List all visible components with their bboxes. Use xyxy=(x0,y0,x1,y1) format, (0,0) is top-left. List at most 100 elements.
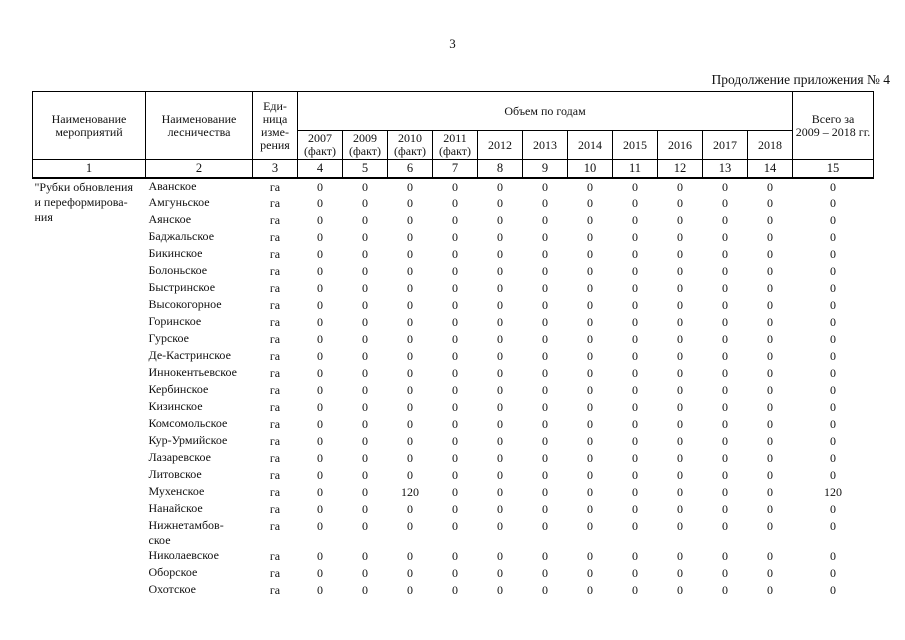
forestry-name: Быстринское xyxy=(148,279,216,294)
value-cell: 0 xyxy=(587,212,593,227)
value-cell: 0 xyxy=(317,246,323,261)
value-cell: 0 xyxy=(317,314,323,329)
appendix-caption: Продолжение приложения № 4 xyxy=(711,72,890,87)
value-cell: 0 xyxy=(677,416,683,431)
value-cell: 0 xyxy=(587,382,593,397)
value-cell: 0 xyxy=(677,331,683,346)
value-cell: 0 xyxy=(542,195,548,210)
value-cell: 0 xyxy=(407,348,413,363)
table-row: Охотское га 0 0 0 0 0 0 0 0 0 0 0 0 xyxy=(33,582,874,599)
value-cell: 0 xyxy=(317,331,323,346)
value-cell: 0 xyxy=(362,280,368,295)
value-cell: 0 xyxy=(677,433,683,448)
value-cell: 0 xyxy=(452,280,458,295)
value-cell: 0 xyxy=(452,314,458,329)
value-cell: 0 xyxy=(407,212,413,227)
value-cell: 0 xyxy=(722,501,728,516)
value-cell: 0 xyxy=(497,263,503,278)
value-cell: 0 xyxy=(452,331,458,346)
value-cell: 0 xyxy=(632,382,638,397)
value-cell: 120 xyxy=(401,484,419,499)
value-cell: 0 xyxy=(767,382,774,397)
value-cell: 0 xyxy=(542,331,548,346)
value-cell: 0 xyxy=(632,348,638,363)
total-cell: 0 xyxy=(830,382,837,397)
value-cell: 0 xyxy=(317,433,323,448)
value-cell: 0 xyxy=(632,565,638,580)
value-cell: 0 xyxy=(452,450,458,465)
value-cell: 0 xyxy=(317,179,323,194)
value-cell: 0 xyxy=(722,280,728,295)
forestry-name: Бикинское xyxy=(148,245,203,260)
unit-value: га xyxy=(269,280,281,295)
value-cell: 0 xyxy=(677,518,683,533)
value-cell: 0 xyxy=(362,212,368,227)
unit-value: га xyxy=(269,179,281,194)
forestry-name: Болоньское xyxy=(148,262,208,277)
value-cell: 0 xyxy=(632,212,638,227)
forestry-name: Гурское xyxy=(148,330,190,345)
value-cell: 0 xyxy=(542,433,548,448)
value-cell: 0 xyxy=(542,518,548,533)
value-cell: 0 xyxy=(722,382,728,397)
header-year: 2018 xyxy=(746,130,794,160)
value-cell: 0 xyxy=(317,382,323,397)
column-number: 4 xyxy=(297,159,343,179)
total-cell: 0 xyxy=(830,179,837,194)
value-cell: 0 xyxy=(542,297,548,312)
value-cell: 0 xyxy=(722,348,728,363)
value-cell: 0 xyxy=(452,565,458,580)
total-cell: 0 xyxy=(830,501,837,516)
value-cell: 0 xyxy=(677,484,683,499)
total-cell: 0 xyxy=(830,467,837,482)
header-year: 2015 xyxy=(612,130,658,160)
forestry-name: Иннокентьевское xyxy=(148,364,237,379)
value-cell: 0 xyxy=(497,179,503,194)
value-cell: 0 xyxy=(767,263,774,278)
value-cell: 0 xyxy=(407,297,413,312)
value-cell: 0 xyxy=(317,212,323,227)
value-cell: 0 xyxy=(542,484,548,499)
value-cell: 0 xyxy=(722,212,728,227)
unit-value: га xyxy=(269,467,281,482)
value-cell: 0 xyxy=(542,565,548,580)
value-cell: 0 xyxy=(677,501,683,516)
value-cell: 0 xyxy=(497,467,503,482)
table-row: Николаевское га 0 0 0 0 0 0 0 0 0 0 0 0 xyxy=(33,548,874,565)
value-cell: 0 xyxy=(362,548,368,563)
column-number: 8 xyxy=(477,159,523,179)
value-cell: 0 xyxy=(587,416,593,431)
value-cell: 0 xyxy=(407,416,413,431)
header-activities: Наименование мероприятий xyxy=(32,91,146,160)
unit-value: га xyxy=(269,263,281,278)
volumes-table: Наименование мероприятий Наименование ле… xyxy=(32,91,875,599)
forestry-name: Оборское xyxy=(148,564,198,579)
value-cell: 0 xyxy=(452,433,458,448)
forestry-name: Лазаревское xyxy=(148,449,211,464)
value-cell: 0 xyxy=(722,331,728,346)
header-year: 2017 xyxy=(702,130,748,160)
value-cell: 0 xyxy=(722,314,728,329)
value-cell: 0 xyxy=(677,582,683,597)
page-number: 3 xyxy=(449,36,456,51)
forestry-name: Комсомольское xyxy=(148,415,228,430)
value-cell: 0 xyxy=(362,229,368,244)
value-cell: 0 xyxy=(362,484,368,499)
value-cell: 0 xyxy=(632,314,638,329)
table-header: Наименование мероприятий Наименование ле… xyxy=(32,91,875,179)
value-cell: 0 xyxy=(677,399,683,414)
value-cell: 0 xyxy=(632,179,638,194)
table-row: Баджальское га 0 0 0 0 0 0 0 0 0 0 0 0 xyxy=(33,229,874,246)
value-cell: 0 xyxy=(587,331,593,346)
value-cell: 0 xyxy=(722,365,728,380)
table-row: Лазаревское га 0 0 0 0 0 0 0 0 0 0 0 0 xyxy=(33,450,874,467)
value-cell: 0 xyxy=(407,548,413,563)
forestry-name: Охотское xyxy=(148,581,196,596)
value-cell: 0 xyxy=(587,467,593,482)
forestry-name: Аванское xyxy=(148,178,197,193)
total-cell: 0 xyxy=(830,229,837,244)
value-cell: 0 xyxy=(407,399,413,414)
value-cell: 0 xyxy=(407,195,413,210)
value-cell: 0 xyxy=(452,229,458,244)
value-cell: 0 xyxy=(677,348,683,363)
